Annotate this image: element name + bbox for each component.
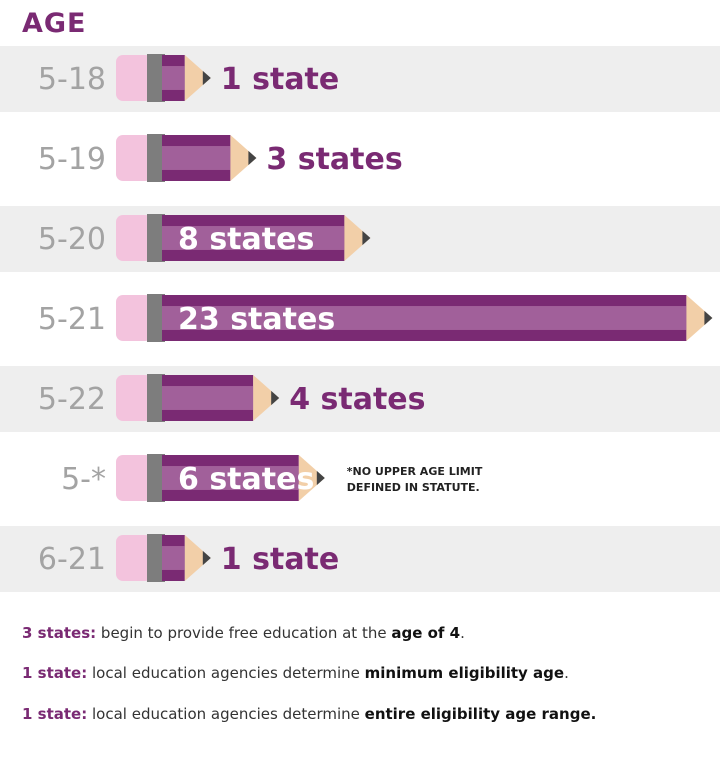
footnote-bold: age of 4 xyxy=(391,624,461,642)
footnote-highlight: 1 state: xyxy=(22,664,88,682)
pencil-eraser xyxy=(116,55,152,101)
value-label: 3 states xyxy=(266,142,402,177)
pencil-bar-5-18: 5-18 1 state xyxy=(0,46,720,112)
footnote-bold: minimum eligibility age xyxy=(364,664,565,682)
pencil-ferrule xyxy=(147,134,165,182)
pencil-ferrule xyxy=(147,294,165,342)
pencil-lead xyxy=(248,150,257,166)
pencil-stripe xyxy=(162,306,687,330)
pencil-tip xyxy=(230,135,257,181)
pencil-ferrule xyxy=(147,374,165,422)
footnote-end: . xyxy=(564,664,569,682)
footnote-text: local education agencies determine xyxy=(87,705,365,723)
pencil-ferrule xyxy=(147,454,165,502)
pencil-lead xyxy=(271,390,280,406)
pencil-tip xyxy=(253,375,280,421)
footnote: 1 state: local education agencies determ… xyxy=(22,705,596,723)
pencil-lead xyxy=(202,550,211,566)
chart-title: AGE xyxy=(22,8,87,39)
pencil-bar-5-20: 5-20 8 states xyxy=(0,206,720,272)
value-label: 1 state xyxy=(221,542,339,577)
pencil-stripe xyxy=(162,386,254,410)
category-label: 5-19 xyxy=(38,142,106,177)
value-label: 4 states xyxy=(289,382,425,417)
pencil-stripe xyxy=(162,546,185,570)
pencil-eraser xyxy=(116,135,152,181)
pencil-bar-5-22: 5-22 4 states xyxy=(0,366,720,432)
pencil-eraser xyxy=(116,535,152,581)
pencil-tip xyxy=(686,295,713,341)
footnote: 3 states: begin to provide free educatio… xyxy=(22,624,465,642)
value-label: 23 states xyxy=(178,302,335,337)
footnote-highlight: 3 states: xyxy=(22,624,97,642)
pencil-stripe xyxy=(162,146,231,170)
pencil-tip xyxy=(184,535,211,581)
pencil-tip xyxy=(298,455,325,501)
category-label: 6-21 xyxy=(38,542,106,577)
pencil-eraser xyxy=(116,375,152,421)
pencil-stripe xyxy=(162,66,185,90)
pencil-ferrule xyxy=(147,214,165,262)
value-label: 6 states xyxy=(178,462,314,497)
footnote-text: local education agencies determine xyxy=(87,664,365,682)
pencil-bar-6-21: 6-21 1 state xyxy=(0,526,720,592)
category-label: 5-22 xyxy=(38,382,106,417)
pencil-bar-5-21: 5-21 23 states xyxy=(38,294,713,342)
pencil-ferrule xyxy=(147,534,165,582)
footnote: 1 state: local education agencies determ… xyxy=(22,664,569,682)
pencil-bar-5-19: 5-19 3 states xyxy=(38,134,403,182)
category-label: 5-21 xyxy=(38,302,106,337)
annotation-text: *NO UPPER AGE LIMIT xyxy=(347,465,483,478)
category-label: 5-20 xyxy=(38,222,106,257)
pencil-lead xyxy=(202,70,211,86)
row-band xyxy=(0,526,720,592)
annotation-text: DEFINED IN STATUTE. xyxy=(347,481,480,494)
pencil-tip xyxy=(184,55,211,101)
category-label: 5-18 xyxy=(38,62,106,97)
pencil-stripe xyxy=(162,226,345,250)
pencil-ferrule xyxy=(147,54,165,102)
value-label: 1 state xyxy=(221,62,339,97)
footnote-bold: entire eligibility age range. xyxy=(364,705,597,723)
pencil-eraser xyxy=(116,295,152,341)
pencil-stripe xyxy=(162,466,299,490)
pencil-eraser xyxy=(116,455,152,501)
pencil-lead xyxy=(704,310,713,326)
pencil-bar-5-*: 5-* 6 states *NO UPPER AGE LIMIT DEFINED IN… xyxy=(61,454,483,502)
pencil-eraser xyxy=(116,215,152,261)
row-band xyxy=(0,46,720,112)
pencil-lead xyxy=(316,470,325,486)
pencil-lead xyxy=(362,230,371,246)
pencil-tip xyxy=(344,215,371,261)
value-label: 8 states xyxy=(178,222,314,257)
pencil-bar-chart: 5-18 1 state 5-19 3 states 5-20 8 states 5-21 2… xyxy=(0,46,720,592)
footnote-highlight: 1 state: xyxy=(22,705,88,723)
footnote-end: . xyxy=(460,624,465,642)
category-label: 5-* xyxy=(61,462,106,497)
footnote-text: begin to provide free education at the xyxy=(96,624,392,642)
